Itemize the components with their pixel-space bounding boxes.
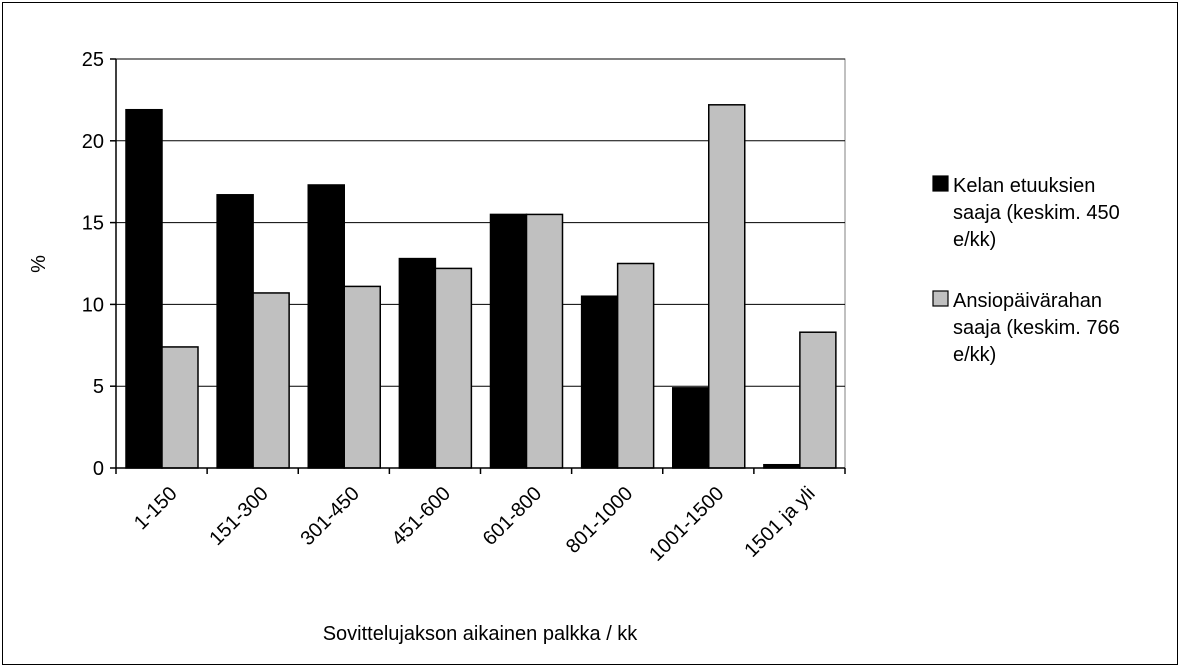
legend-swatch-2 (932, 290, 949, 307)
bar-series-2-601-800 (525, 213, 564, 469)
bar-series-2-1001-1500 (708, 104, 746, 469)
x-tick-label-1501 ja yli: 1501 ja yli (740, 483, 819, 562)
bar-series-1-601-800 (489, 213, 528, 469)
y-tick-label-5: 5 (93, 376, 104, 398)
y-axis-title: % (28, 255, 50, 273)
legend-label-1-line-2: saaja (keskim. 450 (953, 202, 1120, 224)
legend-item-2: Ansiopäivärahan saaja (keskim. 766 e/kk) (932, 290, 1120, 366)
bar-series-2-1-150 (161, 346, 199, 469)
x-tick-label-1-150: 1-150 (130, 483, 182, 535)
x-tick-label-1001-1500: 1001-1500 (645, 483, 728, 566)
x-tick-label-601-800: 601-800 (479, 483, 546, 550)
y-tick-label-10: 10 (82, 294, 104, 316)
x-tick-label-301-450: 301-450 (296, 483, 363, 550)
bar-series-2-301-450 (343, 285, 381, 469)
bar-series-1-1-150 (125, 108, 163, 469)
y-tick-label-15: 15 (82, 213, 104, 235)
bar-series-2-1501 ja yli (799, 331, 837, 469)
bar-series-1-151-300 (216, 194, 254, 469)
bar-series-2-151-300 (252, 292, 290, 469)
x-axis-title: Sovittelujakson aikainen palkka / kk (323, 623, 639, 645)
legend-label-1-line-3: e/kk) (953, 229, 996, 251)
y-tick-label-25: 25 (82, 49, 104, 71)
legend-label-2-line-3: e/kk) (953, 344, 996, 366)
bar-series-2-451-600 (434, 267, 473, 469)
legend-label-1-line-1: Kelan etuuksien (953, 175, 1095, 197)
legend-label-2-line-1: Ansiopäivärahan (953, 290, 1102, 312)
bar-series-1-451-600 (398, 257, 437, 469)
y-tick-label-0: 0 (93, 458, 104, 480)
x-tick-label-451-600: 451-600 (388, 483, 455, 550)
x-tick-label-801-1000: 801-1000 (562, 483, 637, 558)
axes (110, 58, 846, 474)
bar-series-2-801-1000 (616, 262, 655, 469)
x-tick-labels: 1-150 151-300 301-450 451-600 601-800 801-100… (130, 483, 820, 566)
legend-item-1: Kelan etuuksien saaja (keskim. 450 e/kk) (932, 175, 1120, 251)
y-tick-labels: 0 5 10 15 20 25 (82, 49, 104, 480)
bar-series-1-1001-1500 (672, 387, 710, 469)
bars (125, 104, 837, 469)
legend-label-2-line-2: saaja (keskim. 766 (953, 317, 1120, 339)
legend-swatch-1 (932, 175, 949, 192)
bar-series-1-801-1000 (580, 295, 619, 469)
x-tick-label-151-300: 151-300 (205, 483, 272, 550)
y-tick-label-20: 20 (82, 131, 104, 153)
bar-series-1-301-450 (307, 184, 345, 469)
